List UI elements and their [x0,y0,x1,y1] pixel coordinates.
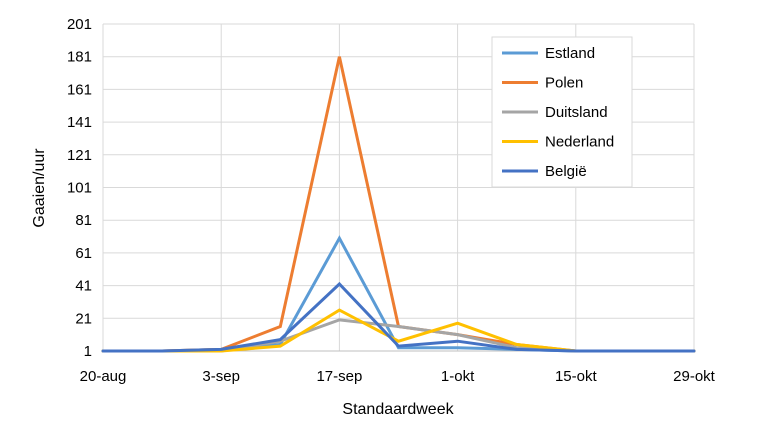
y-tick-label: 141 [67,114,92,131]
y-tick-label: 181 [67,49,92,66]
x-axis-title: Standaardweek [342,401,454,418]
x-tick-label: 29-okt [673,368,716,385]
series-line-belgië [101,281,696,353]
y-axis-title: Gaaien/uur [31,148,48,228]
y-tick-label: 161 [67,81,92,98]
legend-label: Duitsland [545,104,608,121]
y-tick-label: 101 [67,180,92,197]
series-lines [101,56,696,353]
y-tick-label: 121 [67,147,92,164]
series-line-estland [101,235,696,353]
y-tick-label: 201 [67,16,92,33]
x-tick-label: 17-sep [316,368,362,385]
y-tick-label: 21 [75,310,92,327]
grid [102,23,695,352]
y-tick-label: 41 [75,278,92,295]
legend-label: Nederland [545,134,614,151]
legend-label: Estland [545,45,595,62]
x-tick-label: 15-okt [555,368,598,385]
x-tick-label: 20-aug [80,368,127,385]
y-tick-label: 1 [84,343,92,360]
legend-label: Polen [545,75,583,92]
y-tick-label: 61 [75,245,92,262]
y-tick-label: 81 [75,212,92,229]
x-tick-label: 1-okt [441,368,475,385]
legend-label: België [545,163,587,180]
legend: Estland Polen Duitsland Nederland België [491,36,633,188]
x-tick-label: 3-sep [202,368,240,385]
